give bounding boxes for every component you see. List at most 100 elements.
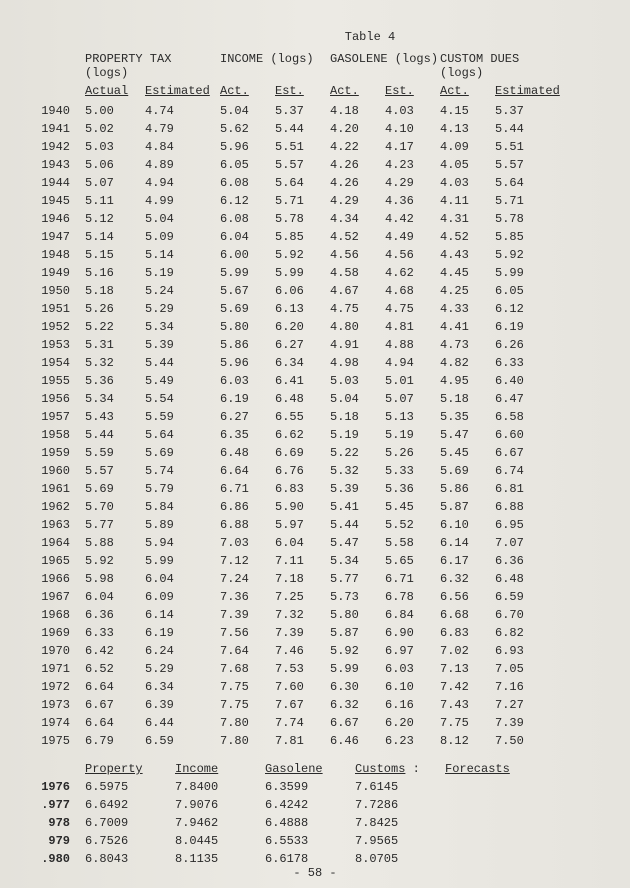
cell-c8: 6.12 [495,300,555,318]
cell-c5: 4.18 [330,102,385,120]
cell-c3: 5.62 [220,120,275,138]
cell-c2: 6.24 [145,642,220,660]
cell-c2: 6.39 [145,696,220,714]
cell-c6: 5.07 [385,390,440,408]
cell-c1: 6.33 [85,624,145,642]
cell-c6: 4.23 [385,156,440,174]
fc-customs: 8.0705 [355,850,445,868]
cell-c7: 4.05 [440,156,495,174]
cell-year: 1950 [20,282,85,300]
table-row: 19555.365.496.036.415.035.014.956.40 [20,372,620,390]
cell-year: 1957 [20,408,85,426]
cell-c1: 6.79 [85,732,145,750]
cell-c3: 7.68 [220,660,275,678]
cell-c6: 6.78 [385,588,440,606]
cell-c5: 5.39 [330,480,385,498]
cell-c2: 4.89 [145,156,220,174]
cell-c6: 4.03 [385,102,440,120]
cell-year: 1974 [20,714,85,732]
cell-c5: 6.30 [330,678,385,696]
cell-c7: 4.52 [440,228,495,246]
cell-c8: 6.40 [495,372,555,390]
table-row: 19696.336.197.567.395.876.906.836.82 [20,624,620,642]
cell-year: 1972 [20,678,85,696]
table-row: 19645.885.947.036.045.475.586.147.07 [20,534,620,552]
cell-c7: 8.12 [440,732,495,750]
cell-year: 1941 [20,120,85,138]
fc-income: 8.1135 [175,850,265,868]
cell-c3: 5.04 [220,102,275,120]
group-customs: CUSTOM DUES (logs) [440,52,555,80]
cell-c6: 4.56 [385,246,440,264]
fc-property: 6.8043 [85,850,175,868]
cell-c4: 7.74 [275,714,330,732]
cell-c5: 4.91 [330,336,385,354]
cell-c1: 5.07 [85,174,145,192]
cell-c5: 5.87 [330,624,385,642]
cell-c1: 5.18 [85,282,145,300]
cell-c2: 6.19 [145,624,220,642]
cell-c8: 6.60 [495,426,555,444]
cell-c4: 6.27 [275,336,330,354]
cell-c5: 4.58 [330,264,385,282]
cell-c1: 6.52 [85,660,145,678]
cell-c8: 6.81 [495,480,555,498]
cell-c8: 7.05 [495,660,555,678]
cell-c3: 7.39 [220,606,275,624]
cell-c8: 5.71 [495,192,555,210]
cell-c2: 6.59 [145,732,220,750]
cell-c7: 4.13 [440,120,495,138]
forecast-header-row: Property Income Gasolene Customs : Forec… [20,760,620,778]
cell-c7: 6.56 [440,588,495,606]
table-row: 19545.325.445.966.344.984.944.826.33 [20,354,620,372]
cell-year: 1961 [20,480,85,498]
cell-c8: 5.37 [495,102,555,120]
cell-c4: 5.92 [275,246,330,264]
sub-actual-full: Actual [85,84,145,98]
cell-c2: 5.09 [145,228,220,246]
cell-c7: 4.09 [440,138,495,156]
cell-c6: 4.29 [385,174,440,192]
cell-c3: 6.05 [220,156,275,174]
fc-year: 1976 [20,778,85,796]
cell-c7: 6.14 [440,534,495,552]
table-row: 19625.705.846.865.905.415.455.876.88 [20,498,620,516]
cell-c3: 6.04 [220,228,275,246]
cell-year: 1943 [20,156,85,174]
cell-c3: 6.08 [220,210,275,228]
fc-hdr-income: Income [175,760,265,778]
cell-c7: 5.35 [440,408,495,426]
cell-c1: 5.22 [85,318,145,336]
cell-c8: 5.85 [495,228,555,246]
cell-c4: 7.39 [275,624,330,642]
sub-header-row: Actual Estimated Act. Est. Act. Est. Act… [20,84,620,98]
cell-c7: 4.95 [440,372,495,390]
cell-c3: 7.75 [220,696,275,714]
cell-c1: 5.26 [85,300,145,318]
table-row: 19635.775.896.885.975.445.526.106.95 [20,516,620,534]
table-row: 19686.366.147.397.325.806.846.686.70 [20,606,620,624]
cell-c1: 5.00 [85,102,145,120]
cell-c7: 4.03 [440,174,495,192]
cell-c4: 7.25 [275,588,330,606]
cell-c7: 4.25 [440,282,495,300]
cell-c8: 7.39 [495,714,555,732]
cell-c5: 5.32 [330,462,385,480]
cell-c4: 5.51 [275,138,330,156]
cell-c2: 6.44 [145,714,220,732]
cell-c8: 6.93 [495,642,555,660]
cell-year: 1969 [20,624,85,642]
forecast-row: 9796.75268.04456.55337.9565 [20,832,620,850]
cell-year: 1947 [20,228,85,246]
table-row: 19676.046.097.367.255.736.786.566.59 [20,588,620,606]
cell-c7: 7.13 [440,660,495,678]
cell-c7: 4.43 [440,246,495,264]
cell-c2: 4.84 [145,138,220,156]
cell-year: 1955 [20,372,85,390]
forecast-row: 19766.59757.84006.35997.6145 [20,778,620,796]
cell-c5: 4.67 [330,282,385,300]
fc-property: 6.7526 [85,832,175,850]
cell-c8: 6.26 [495,336,555,354]
cell-c1: 5.69 [85,480,145,498]
cell-c6: 6.84 [385,606,440,624]
